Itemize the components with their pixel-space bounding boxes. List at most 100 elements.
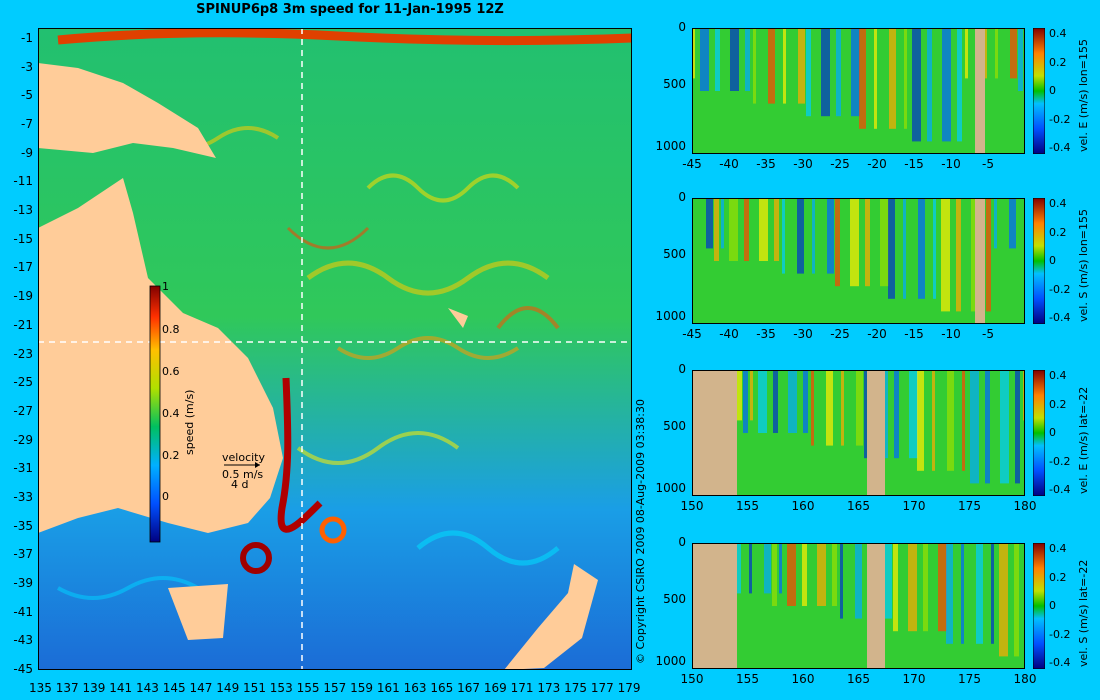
map-lat-tick: -25 [13, 375, 33, 390]
section-streak [880, 198, 889, 287]
section-x-tick: -20 [867, 327, 887, 341]
map-lat-tick: -45 [13, 662, 33, 676]
section-streak [826, 370, 833, 446]
section-streak [985, 370, 990, 484]
section-streak [758, 370, 767, 433]
new-guinea-land [38, 63, 216, 158]
section-colorbar-3 [1033, 370, 1045, 496]
section-x-tick: 155 [736, 672, 759, 686]
section-colorbar-fill [1033, 198, 1045, 324]
section-streak [850, 198, 859, 287]
section-streak [923, 543, 928, 632]
section-streak [749, 543, 752, 594]
eddy-texture [57, 126, 560, 600]
section-depth-tick: 1000 [655, 309, 686, 323]
section-x-tick: 180 [1013, 499, 1037, 513]
section-streak [856, 370, 863, 446]
section-streak [938, 543, 947, 632]
section-cb-tick: -0.4 [1049, 483, 1071, 496]
section-streak [753, 28, 756, 104]
section-depth-tick: 1000 [655, 481, 686, 495]
map-lon-tick: 167 [457, 681, 480, 695]
new-caledonia-land [448, 308, 468, 328]
map-lat-tick: -41 [13, 604, 33, 619]
section-colorbar-fill [1033, 28, 1045, 154]
section-streak [1000, 370, 1009, 484]
section-x-tick: -40 [719, 327, 739, 341]
speed-colorbar [149, 285, 161, 543]
map-lat-tick: -19 [13, 289, 33, 304]
section-cb-tick: 0.2 [1049, 570, 1067, 584]
section-frame [692, 370, 1025, 496]
map-lon-tick: 147 [189, 681, 213, 695]
map-lon-tick: 163 [403, 681, 427, 695]
section-streak [730, 28, 739, 91]
section-land [975, 198, 985, 324]
speed-cb-tick-0.8: 0.8 [162, 323, 180, 336]
speed-cb-tick-0: 0 [162, 490, 169, 503]
section-cb-tick: -0.4 [1049, 141, 1071, 154]
section-cb-tick: -0.2 [1049, 282, 1071, 296]
section-streak [836, 28, 841, 117]
section-streak [962, 370, 965, 471]
map-lon-tick: 135 [29, 681, 52, 695]
section-streak [827, 198, 834, 274]
section-streak [1018, 28, 1023, 91]
section-depth-tick: 0 [678, 190, 686, 204]
section-streak [912, 28, 921, 142]
section-x-tick: 160 [791, 672, 815, 686]
section-streak [942, 28, 951, 142]
section-cb-tick: 0.4 [1049, 197, 1067, 210]
section-streak [864, 370, 869, 459]
velocity-key-days: 4 d [231, 478, 249, 491]
section-streak [782, 198, 785, 274]
section-x-tick: -10 [941, 157, 961, 171]
east-australian-current [277, 377, 323, 533]
map-lat-tick: -27 [13, 403, 33, 418]
section-streak [932, 370, 935, 471]
section-x-tick: -15 [904, 157, 924, 171]
section-streak [773, 370, 778, 433]
section-x-tick: -20 [867, 157, 887, 171]
section-cb-tick: 0 [1049, 426, 1056, 439]
section-streak [995, 28, 998, 79]
new-zealand-land [504, 564, 598, 670]
section-depth-tick: 1000 [655, 654, 686, 668]
section-panel-3 [692, 370, 1025, 496]
section-x-tick: -45 [682, 327, 702, 341]
section-ylabel: vel. E (m/s) lat=-22 [1077, 386, 1090, 494]
section-streak [817, 543, 826, 606]
australia-land [38, 178, 283, 533]
map-lon-tick: 151 [243, 681, 266, 695]
section-cb-tick: 0.4 [1049, 27, 1067, 40]
section-streak [772, 543, 777, 606]
section-streak [976, 543, 983, 644]
section-streak [729, 198, 738, 261]
section-colorbar-fill [1033, 543, 1045, 669]
tasmania-land [168, 584, 228, 640]
section-land [975, 28, 985, 154]
map-lat-tick: -11 [13, 174, 33, 189]
section-x-tick: -25 [830, 157, 850, 171]
section-streak [970, 370, 979, 484]
map-lon-tick: 171 [510, 681, 534, 695]
section-panel-1 [692, 28, 1025, 154]
map-lat-tick: -23 [13, 346, 33, 361]
section-cb-tick: 0.2 [1049, 55, 1067, 69]
section-x-tick: 155 [736, 499, 759, 513]
section-cb-tick: 0 [1049, 84, 1056, 97]
map-lon-tick: 169 [483, 681, 507, 695]
map-lon-tick: 149 [216, 681, 240, 695]
map-lon-tick: 157 [323, 681, 347, 695]
section-streak [903, 198, 906, 299]
map-lat-tick: -3 [21, 59, 33, 74]
section-streak [947, 370, 954, 471]
map-lat-tick: -33 [13, 489, 33, 504]
map-lon-tick: 145 [162, 681, 186, 695]
section-x-tick: -35 [756, 327, 776, 341]
section-streak [806, 28, 811, 117]
section-streak [918, 198, 925, 299]
map-lat-tick: -5 [21, 88, 33, 103]
section-depth-tick: 500 [663, 419, 686, 433]
section-streak [909, 370, 918, 459]
